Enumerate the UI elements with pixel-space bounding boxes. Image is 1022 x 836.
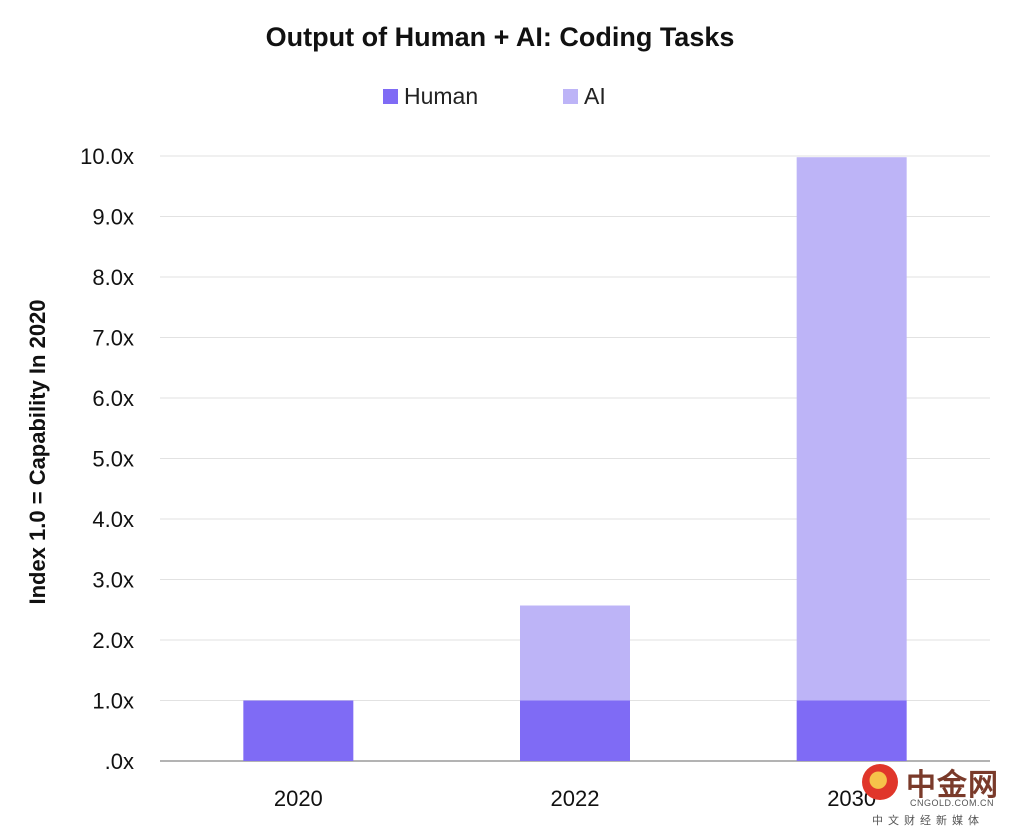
- watermark-en: CNGOLD.COM.CN: [910, 798, 995, 808]
- bar-human-2020: [243, 700, 354, 761]
- bar-human-2022: [520, 700, 630, 761]
- x-tick-label: 2022: [551, 786, 600, 811]
- y-tick-label: 9.0x: [92, 205, 134, 230]
- watermark-logo-icon: [862, 764, 898, 800]
- watermark: 中金网 CNGOLD.COM.CN 中文财经新媒体: [862, 760, 1012, 828]
- bar-human-2030: [796, 700, 907, 761]
- legend-swatch-ai: [563, 89, 578, 104]
- legend-label-ai: AI: [584, 83, 606, 109]
- x-tick-label: 2020: [274, 786, 323, 811]
- chart-title: Output of Human + AI: Coding Tasks: [265, 22, 735, 52]
- legend-swatch-human: [383, 89, 398, 104]
- bar-ai-2030: [796, 157, 907, 701]
- y-tick-label: 4.0x: [92, 507, 134, 532]
- watermark-cn: 中金网: [906, 769, 999, 802]
- bar-ai-2022: [520, 605, 630, 701]
- watermark-sub: 中文财经新媒体: [872, 815, 984, 827]
- y-tick-label: 1.0x: [92, 689, 134, 714]
- y-tick-label: 8.0x: [92, 265, 134, 290]
- y-tick-label: .0x: [105, 749, 134, 774]
- legend: Human AI: [0, 83, 1022, 113]
- y-tick-label: 10.0x: [80, 144, 134, 169]
- y-tick-label: 5.0x: [92, 447, 134, 472]
- y-tick-label: 6.0x: [92, 386, 134, 411]
- legend-item-human: Human: [383, 83, 478, 110]
- legend-label-human: Human: [404, 83, 479, 109]
- y-tick-label: 2.0x: [92, 628, 134, 653]
- legend-item-ai: AI: [563, 83, 606, 110]
- y-tick-label: 3.0x: [92, 568, 134, 593]
- y-tick-label: 7.0x: [92, 326, 134, 351]
